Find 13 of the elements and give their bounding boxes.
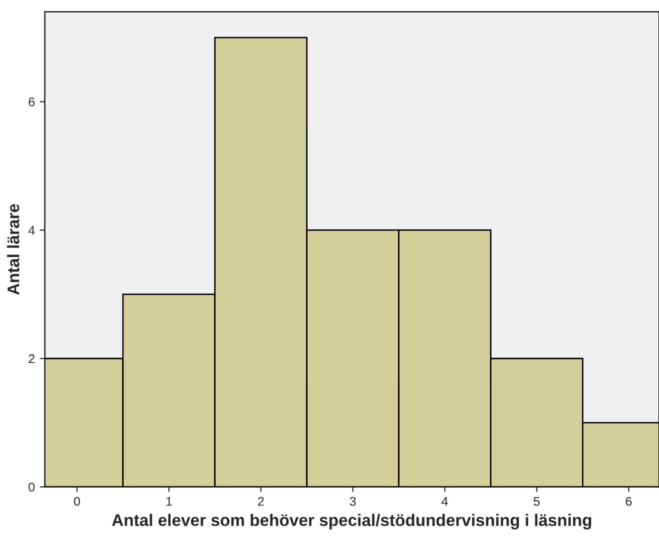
- x-tick-label: 0: [74, 496, 80, 506]
- x-tick-label: 5: [534, 497, 540, 506]
- x-tick-label: 4: [442, 497, 448, 506]
- x-tick-label: 2: [258, 496, 264, 506]
- y-tick-label: 0: [28, 482, 35, 492]
- y-axis-title: Antal lärare: [7, 204, 20, 295]
- x-tick-label: 1: [166, 497, 172, 506]
- y-tick-label: 2: [28, 354, 34, 364]
- x-tick-label: 6: [626, 496, 632, 506]
- x-axis-title: Antal elever som behöver special/stödundervisning i läsning: [112, 514, 592, 530]
- y-tick-label: 6: [28, 98, 35, 106]
- x-tick-label: 3: [350, 496, 356, 506]
- y-tick-label: 4: [28, 226, 35, 235]
